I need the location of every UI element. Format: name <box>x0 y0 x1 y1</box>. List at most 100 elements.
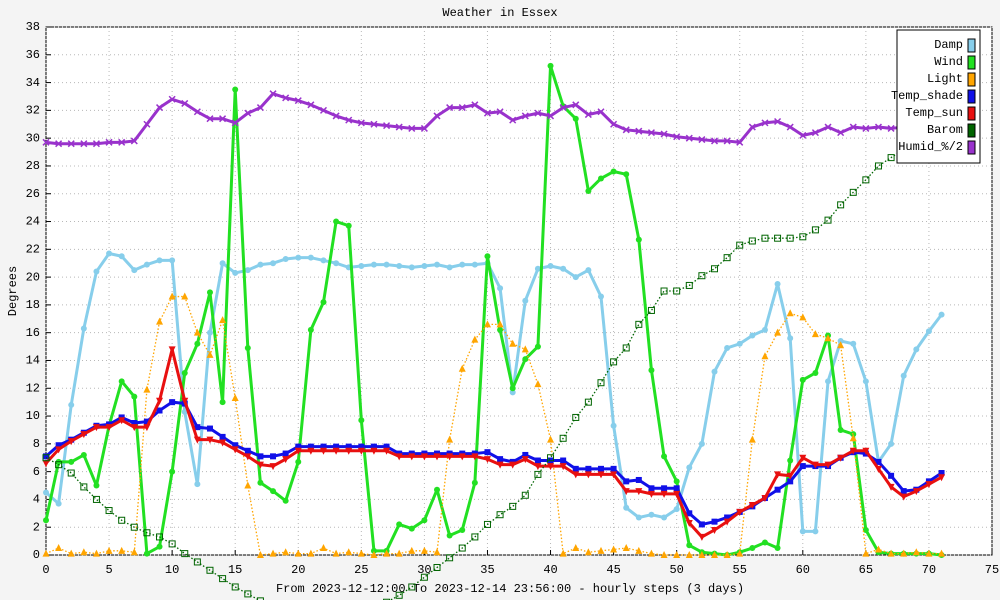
point <box>761 352 769 360</box>
point <box>395 591 403 599</box>
point <box>80 483 88 491</box>
point <box>420 573 428 581</box>
point <box>811 226 819 234</box>
point <box>547 463 555 471</box>
point <box>43 489 49 496</box>
y-tick-label: 2 <box>33 520 40 534</box>
x-tick-label: 50 <box>669 563 683 577</box>
point <box>938 549 946 557</box>
point <box>42 138 50 146</box>
point <box>55 500 62 507</box>
y-tick-label: 10 <box>26 409 40 423</box>
point <box>181 397 189 405</box>
point <box>269 463 277 471</box>
point <box>547 262 554 269</box>
point <box>43 517 49 524</box>
point <box>736 340 743 347</box>
y-tick-label: 18 <box>26 298 40 312</box>
point <box>80 431 88 439</box>
point <box>193 328 201 336</box>
point <box>724 344 731 351</box>
point <box>244 481 252 489</box>
point <box>560 265 567 272</box>
point <box>673 506 680 513</box>
point <box>837 341 845 349</box>
point <box>648 485 655 492</box>
point <box>206 425 213 432</box>
point <box>534 380 542 388</box>
point <box>408 264 415 271</box>
point <box>319 106 328 114</box>
legend-swatch <box>967 140 976 155</box>
point <box>660 287 668 295</box>
point <box>92 140 100 148</box>
point <box>130 137 138 145</box>
legend-swatch <box>967 89 976 104</box>
point <box>206 115 214 123</box>
y-tick-label: 20 <box>26 270 40 284</box>
point <box>131 393 138 400</box>
point <box>610 358 618 366</box>
point <box>521 112 529 120</box>
point <box>421 262 428 269</box>
legend-label: Humid_%/2 <box>898 140 963 154</box>
point <box>724 514 731 521</box>
point <box>812 528 819 535</box>
point <box>458 364 466 372</box>
x-tick-label: 25 <box>354 563 368 577</box>
point <box>635 476 642 483</box>
point <box>547 454 555 462</box>
point <box>433 453 441 461</box>
point <box>786 472 794 480</box>
x-tick-label: 40 <box>543 563 557 577</box>
point <box>483 320 491 328</box>
y-tick-label: 0 <box>33 548 40 562</box>
point <box>282 548 290 556</box>
point <box>824 461 832 469</box>
point <box>597 471 605 479</box>
point <box>673 133 681 141</box>
point <box>446 532 453 539</box>
point <box>686 510 693 517</box>
y-tick-label: 8 <box>33 437 40 451</box>
point <box>824 334 832 342</box>
point <box>458 544 466 552</box>
point <box>55 442 62 449</box>
point <box>648 511 655 518</box>
point <box>824 216 832 224</box>
point <box>282 456 290 464</box>
point <box>471 453 479 461</box>
point <box>862 176 870 184</box>
point <box>862 526 869 533</box>
point <box>357 447 365 455</box>
point <box>887 549 895 557</box>
point <box>396 521 403 528</box>
point <box>761 326 768 333</box>
series-layer <box>42 62 946 600</box>
point <box>256 461 264 469</box>
point <box>105 546 113 554</box>
point <box>497 326 504 333</box>
point <box>156 317 164 325</box>
point <box>219 433 226 440</box>
legend-swatch <box>967 106 976 121</box>
legend-label: Damp <box>934 38 963 52</box>
point <box>711 526 719 534</box>
point <box>446 104 454 112</box>
point <box>572 544 580 552</box>
point <box>799 376 806 383</box>
point <box>131 420 138 426</box>
point <box>67 469 75 477</box>
point <box>118 516 126 524</box>
x-tick-label: 75 <box>985 563 999 577</box>
point <box>80 140 88 148</box>
point <box>118 546 126 554</box>
point <box>408 546 416 554</box>
point <box>358 417 365 424</box>
point <box>661 514 668 521</box>
point <box>774 234 782 242</box>
point <box>295 458 302 465</box>
point <box>496 461 504 469</box>
point <box>509 339 517 347</box>
point <box>332 549 340 557</box>
